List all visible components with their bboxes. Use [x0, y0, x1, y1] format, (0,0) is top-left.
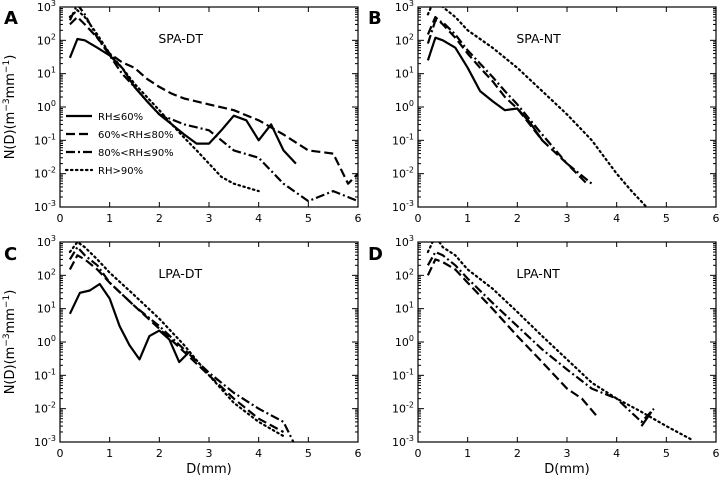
y-axis-label: N(D)(m−3mm−1) — [2, 290, 18, 395]
y-tick-label: 103 — [37, 0, 56, 14]
y-tick-label: 101 — [37, 301, 56, 316]
x-tick-label: 1 — [106, 212, 113, 225]
series-solid — [68, 37, 297, 165]
x-tick-label: 0 — [57, 212, 64, 225]
x-tick-label: 6 — [355, 212, 362, 225]
x-tick-label: 0 — [57, 447, 64, 460]
legend-label: RH>90% — [98, 166, 143, 177]
y-tick-label: 10-3 — [392, 434, 414, 449]
legend-label: 80%<RH≤90% — [98, 148, 174, 159]
plot-frame — [59, 6, 359, 208]
legend-label: 60%<RH≤80% — [98, 130, 174, 141]
y-tick-label: 101 — [37, 66, 56, 81]
x-tick-label: 2 — [156, 212, 163, 225]
x-tick-label: 4 — [255, 212, 262, 225]
y-tick-label: 103 — [395, 0, 414, 14]
x-tick-label: 3 — [564, 212, 571, 225]
y-tick-label: 10-3 — [34, 199, 56, 214]
y-tick-label: 103 — [395, 234, 414, 249]
panel-title: SPA-NT — [516, 31, 561, 46]
y-tick-label: 10-2 — [34, 166, 56, 181]
series-dashed — [426, 15, 588, 185]
x-tick-label: 1 — [464, 212, 471, 225]
panel-a: A SPA-DT 0 1 2 3 4 5 6 10-3 10-2 10-1 100 101 102 103 N(… — [2, 0, 362, 225]
y-tick-label: 100 — [395, 99, 414, 114]
y-tick-label: 101 — [395, 301, 414, 316]
panel-letter: A — [4, 8, 18, 29]
plot-frame — [417, 241, 717, 443]
x-tick-label: 0 — [415, 212, 422, 225]
panel-letter: D — [368, 244, 383, 265]
x-tick-label: 6 — [355, 447, 362, 460]
y-tick-label: 103 — [37, 234, 56, 249]
x-tick-label: 3 — [206, 447, 213, 460]
series-dashdot — [68, 246, 295, 442]
series-dotted — [68, 9, 260, 193]
y-tick-label: 100 — [395, 334, 414, 349]
series-dashed — [426, 258, 598, 417]
y-tick-label: 10-3 — [392, 199, 414, 214]
x-tick-label: 2 — [514, 212, 521, 225]
y-tick-label: 10-3 — [34, 434, 56, 449]
series-dotted — [426, 242, 693, 441]
x-tick-label: 0 — [415, 447, 422, 460]
y-tick-label: 102 — [395, 32, 414, 47]
y-tick-label: 10-1 — [392, 132, 414, 147]
y-tick-label: 100 — [37, 99, 56, 114]
y-tick-label: 10-1 — [392, 367, 414, 382]
x-tick-label: 5 — [663, 447, 670, 460]
panel-letter: B — [368, 8, 382, 29]
y-tick-label: 102 — [37, 32, 56, 47]
x-tick-label: 2 — [514, 447, 521, 460]
x-axis-label: D(mm) — [544, 462, 589, 477]
panel-title: SPA-DT — [158, 31, 203, 46]
series-dotted — [68, 242, 285, 438]
x-tick-label: 5 — [663, 212, 670, 225]
y-tick-label: 100 — [37, 334, 56, 349]
x-tick-label: 6 — [713, 447, 720, 460]
x-tick-label: 4 — [613, 212, 620, 225]
y-tick-label: 10-1 — [34, 367, 56, 382]
y-tick-label: 10-1 — [34, 132, 56, 147]
x-axis-label: D(mm) — [186, 462, 231, 477]
x-tick-label: 4 — [255, 447, 262, 460]
y-tick-label: 102 — [37, 267, 56, 282]
panel-d: D LPA-NT 0 1 2 3 4 5 6 10-3 10-2 10-1 100 101 102 103 D(… — [368, 234, 720, 477]
series-solid — [426, 36, 544, 141]
x-tick-label: 3 — [564, 447, 571, 460]
plot-frame — [417, 6, 717, 208]
series-dashdot — [426, 19, 593, 185]
series-solid — [68, 282, 190, 364]
y-tick-label: 10-2 — [34, 401, 56, 416]
x-tick-label: 1 — [464, 447, 471, 460]
y-axis-label: N(D)(m−3mm−1) — [2, 55, 18, 160]
y-tick-label: 10-2 — [392, 401, 414, 416]
x-tick-label: 4 — [613, 447, 620, 460]
legend-label: RH≤60% — [98, 112, 143, 123]
x-tick-label: 1 — [106, 447, 113, 460]
panel-title: LPA-DT — [158, 266, 202, 281]
legend: RH≤60% 60%<RH≤80% 80%<RH≤90% RH>90% — [64, 112, 174, 177]
x-tick-label: 3 — [206, 212, 213, 225]
y-tick-label: 102 — [395, 267, 414, 282]
plot-frame — [59, 241, 359, 443]
panel-letter: C — [4, 244, 17, 265]
panel-b: B SPA-NT 0 1 2 3 4 5 6 10-3 10-2 10-1 100 101 102 103 — [368, 0, 720, 225]
series-dashed — [68, 254, 285, 433]
x-tick-label: 5 — [305, 447, 312, 460]
y-tick-label: 10-2 — [392, 166, 414, 181]
y-tick-label: 101 — [395, 66, 414, 81]
x-tick-label: 2 — [156, 447, 163, 460]
panel-c: C LPA-DT 0 1 2 3 4 5 6 10-3 10-2 10-1 100 101 102 103 N(… — [2, 234, 362, 477]
x-tick-label: 5 — [305, 212, 312, 225]
x-tick-label: 6 — [713, 212, 720, 225]
panel-title: LPA-NT — [516, 266, 560, 281]
